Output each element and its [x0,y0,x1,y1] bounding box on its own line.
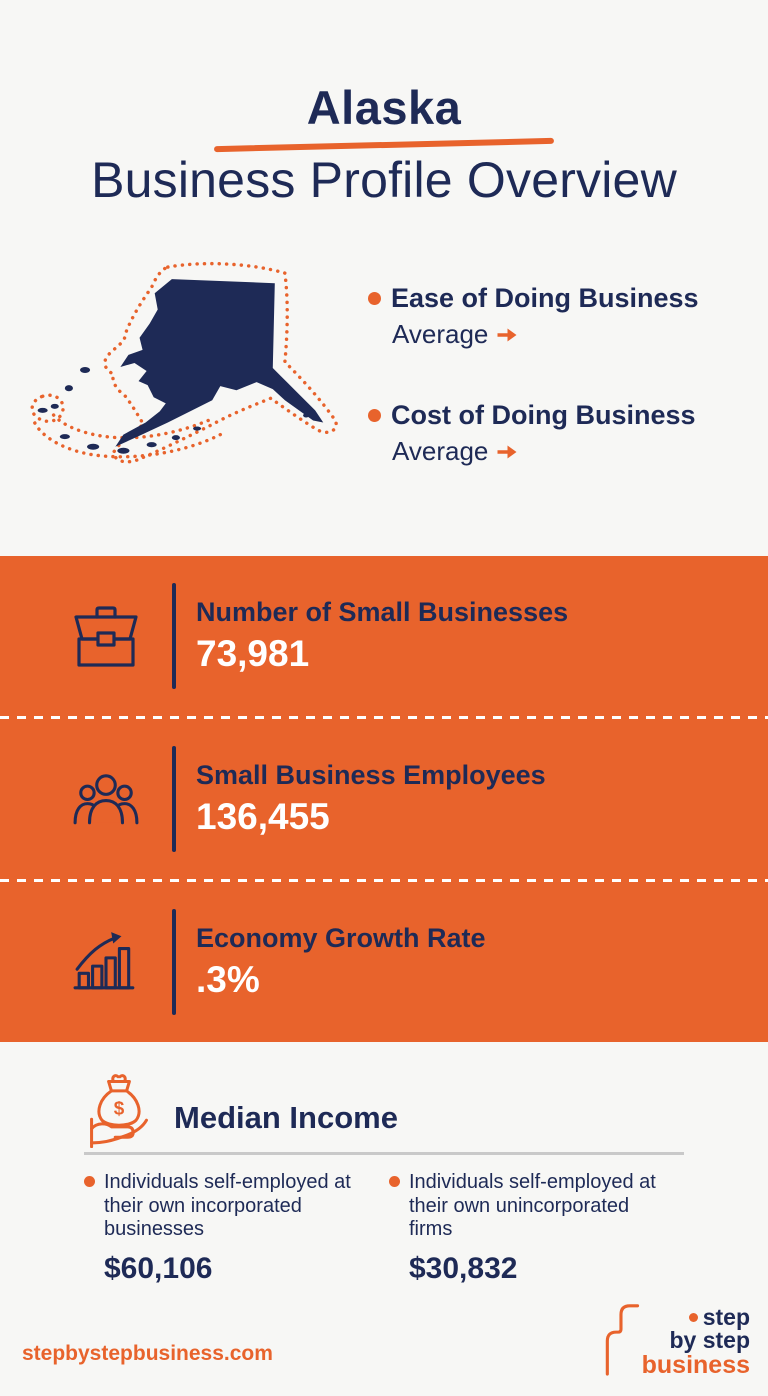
footer: stepbystepbusiness.com step by step busi… [0,1298,768,1396]
median-item-value: $60,106 [104,1251,213,1285]
median-income-section: $ Median Income Individuals self-employe… [84,1066,684,1286]
title-underline [213,137,555,153]
highlight-value: Average [392,319,489,349]
stat-divider [172,909,176,1015]
highlight-label: Cost of Doing Business [391,400,696,430]
logo-word-by-step: by step [669,1327,750,1354]
median-item-label: Individuals self-employed at their own i… [104,1171,351,1241]
bullet-dot [368,409,381,422]
stat-divider [172,583,176,689]
median-income-title: Median Income [174,1100,398,1135]
median-item-label: Individuals self-employed at their own u… [409,1171,656,1241]
stat-label: Small Business Employees [196,760,546,790]
right-arrow-icon [497,445,517,458]
median-item-value: $30,832 [409,1251,518,1285]
stat-row-employees: Small Business Employees 136,455 [0,719,768,879]
highlight-label: Ease of Doing Business [391,283,699,313]
dashed-separator [0,879,768,882]
logo-word-business: business [641,1350,750,1379]
highlight-ease-of-doing-business: Ease of Doing Business Average [368,283,699,350]
median-item-unincorporated: Individuals self-employed at their own u… [389,1171,679,1286]
highlights-list: Ease of Doing Business Average Cost of D… [368,283,699,482]
bullet-dot [368,292,381,305]
logo-word-step: step [702,1303,750,1330]
dashed-separator [0,716,768,719]
money-bag-hand-icon: $ [90,1074,148,1148]
logo-dot [688,1312,698,1322]
right-arrow-icon [497,328,517,341]
stat-value: 73,981 [196,633,310,674]
people-icon [73,774,139,825]
logo-stair-icon [605,1304,639,1376]
bullet-dot [84,1176,95,1187]
stat-row-growth-rate: Economy Growth Rate .3% [0,882,768,1042]
bullet-dot [389,1176,400,1187]
median-item-incorporated: Individuals self-employed at their own i… [84,1171,389,1286]
stat-divider [172,746,176,852]
highlight-cost-of-doing-business: Cost of Doing Business Average [368,400,699,467]
stats-band: Number of Small Businesses 73,981 Small … [0,556,768,1042]
growth-chart-icon [73,932,135,990]
stat-value: .3% [196,959,260,1000]
page-title: Business Profile Overview [91,152,677,208]
briefcase-icon [74,606,138,667]
stat-row-small-businesses: Number of Small Businesses 73,981 [0,556,768,716]
alaska-map-icon [30,261,338,464]
state-name: Alaska [306,81,462,134]
header: Alaska Business Profile Overview [0,80,768,209]
highlight-value: Average [392,436,489,466]
median-divider [84,1152,684,1155]
website-link[interactable]: stepbystepbusiness.com [22,1342,273,1365]
map-and-highlights: Ease of Doing Business Average Cost of D… [20,261,752,482]
stat-label: Economy Growth Rate [196,923,486,953]
stat-label: Number of Small Businesses [196,597,569,627]
svg-text:$: $ [114,1099,125,1120]
step-by-step-business-logo: step by step business [600,1298,750,1378]
stat-value: 136,455 [196,796,330,837]
alaska-map [20,261,356,482]
